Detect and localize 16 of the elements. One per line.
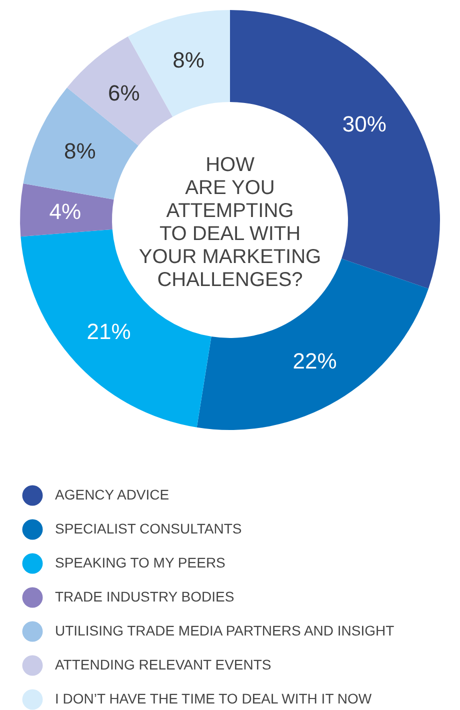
donut-slice (20, 184, 114, 237)
legend-label: SPEAKING TO MY PEERS (55, 554, 226, 570)
legend-label: UTILISING TRADE MEDIA PARTNERS AND INSIGHT (55, 622, 395, 638)
data-label: 8% (172, 47, 204, 72)
legend-label: AGENCY ADVICE (55, 486, 170, 502)
data-label: 8% (64, 138, 96, 164)
data-label: 22% (292, 348, 337, 374)
data-label: 6% (108, 80, 140, 106)
legend-label: I DON’T HAVE THE TIME TO DEAL WITH IT NOW (55, 690, 372, 706)
data-label: 30% (342, 111, 386, 136)
data-label: 21% (86, 318, 131, 344)
data-label: 4% (49, 199, 82, 224)
legend-label: SPECIALIST CONSULTANTS (55, 520, 242, 536)
legend-label: ATTENDING RELEVANT EVENTS (55, 656, 272, 672)
text: HOW ARE YOU ATTEMPTING TO DEAL WITH YOUR MARKETING CHALLENGES? (138, 154, 322, 291)
legend-label: TRADE INDUSTRY BODIES (55, 588, 234, 604)
